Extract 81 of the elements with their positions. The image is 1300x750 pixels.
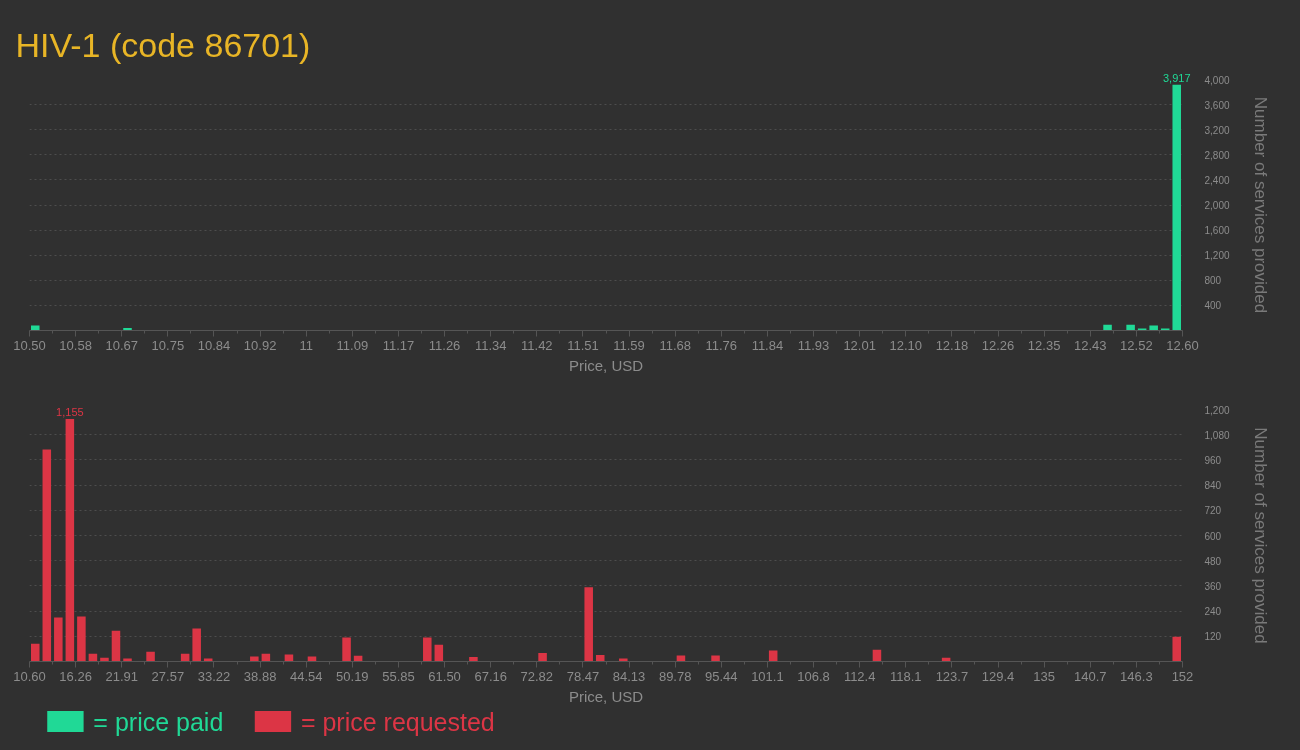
y-tick-label: 360: [1204, 580, 1222, 592]
x-axis-title: Price, USD: [568, 687, 644, 705]
x-tick-label: 11.26: [428, 337, 461, 353]
x-tick-label: 16.26: [59, 668, 92, 684]
x-tick-label: 140.7: [1073, 668, 1107, 684]
chart-title: HIV-1 (code 86701): [15, 26, 311, 64]
x-tick-label: 12.01: [843, 337, 876, 353]
x-tick-label: 106.8: [797, 668, 830, 684]
x-tick-label: 44.54: [289, 668, 323, 684]
x-tick-label: 112.4: [843, 668, 876, 684]
x-tick-label: 38.88: [243, 668, 277, 684]
x-tick-label: 84.13: [612, 668, 646, 684]
x-axis-title: Price, USD: [568, 356, 644, 374]
y-tick-label: 1,600: [1204, 225, 1230, 237]
x-tick-label: 135: [1033, 668, 1055, 684]
y-axis-title: Number of services provided: [1250, 96, 1270, 314]
x-tick-label: 61.50: [428, 668, 461, 684]
x-tick-label: 12.10: [889, 337, 923, 353]
legend-label: = price requested: [300, 707, 495, 736]
x-tick-label: 11: [299, 337, 313, 353]
x-tick-label: 50.19: [336, 668, 369, 684]
x-tick-label: 11.93: [797, 337, 830, 353]
x-tick-label: 12.18: [935, 337, 969, 353]
x-tick-label: 12.60: [1166, 337, 1199, 353]
y-tick-label: 800: [1204, 275, 1222, 287]
x-tick-label: 10.58: [59, 337, 92, 353]
y-tick-label: 720: [1204, 505, 1222, 517]
x-tick-label: 55.85: [382, 668, 415, 684]
y-tick-label: 480: [1204, 555, 1222, 567]
y-tick-label: 2,800: [1204, 149, 1230, 161]
x-tick-label: 78.47: [566, 668, 600, 684]
x-tick-label: 10.50: [13, 337, 46, 353]
x-tick-label: 12.26: [981, 337, 1015, 353]
x-tick-label: 89.78: [658, 668, 692, 684]
x-tick-label: 11.34: [474, 337, 507, 353]
x-tick-label: 10.60: [13, 668, 46, 684]
x-tick-label: 11.17: [382, 337, 415, 353]
data-label: 1,155: [56, 405, 84, 418]
y-tick-label: 2,000: [1204, 200, 1230, 211]
x-tick-label: 11.51: [567, 337, 599, 353]
x-tick-label: 11.09: [336, 337, 369, 353]
x-tick-label: 118.1: [890, 668, 922, 684]
y-tick-label: 2,400: [1204, 174, 1230, 186]
x-tick-label: 10.92: [243, 337, 277, 353]
x-tick-label: 67.16: [474, 668, 507, 684]
x-tick-label: 10.67: [105, 337, 139, 353]
x-tick-label: 21.91: [105, 668, 139, 684]
x-tick-label: 11.76: [705, 337, 738, 353]
y-tick-label: 4,000: [1204, 74, 1230, 86]
y-tick-label: 3,200: [1204, 124, 1230, 136]
x-tick-label: 95.44: [705, 668, 738, 684]
y-axis-title: Number of services provided: [1250, 427, 1270, 644]
y-tick-label: 120: [1204, 631, 1222, 643]
x-tick-label: 10.75: [151, 337, 185, 353]
legend-label: = price paid: [93, 707, 224, 736]
x-tick-label: 146.3: [1120, 668, 1153, 684]
y-tick-label: 1,200: [1204, 404, 1230, 416]
x-tick-label: 10.84: [197, 337, 231, 353]
x-tick-label: 11.68: [659, 337, 691, 353]
y-tick-label: 3,600: [1204, 99, 1230, 111]
y-tick-label: 840: [1204, 480, 1222, 492]
x-tick-label: 33.22: [197, 668, 231, 684]
x-tick-label: 11.42: [521, 337, 553, 353]
x-tick-label: 72.82: [520, 668, 554, 684]
y-tick-label: 1,080: [1204, 429, 1230, 441]
x-tick-label: 11.84: [751, 337, 784, 353]
x-tick-label: 152: [1171, 668, 1194, 684]
x-tick-label: 27.57: [151, 668, 185, 684]
x-tick-label: 101.1: [751, 668, 784, 684]
y-tick-label: 600: [1204, 530, 1222, 542]
y-tick-label: 240: [1204, 606, 1222, 618]
y-tick-label: 400: [1204, 300, 1222, 312]
x-tick-label: 11.59: [613, 337, 645, 353]
y-tick-label: 960: [1204, 454, 1222, 466]
x-tick-label: 12.35: [1027, 337, 1061, 353]
x-tick-label: 129.4: [981, 668, 1015, 684]
x-tick-label: 12.52: [1120, 337, 1153, 353]
y-tick-label: 1,200: [1204, 250, 1230, 262]
x-tick-label: 123.7: [935, 668, 969, 684]
x-tick-label: 12.43: [1073, 337, 1107, 353]
data-label: 3,917: [1162, 71, 1191, 84]
